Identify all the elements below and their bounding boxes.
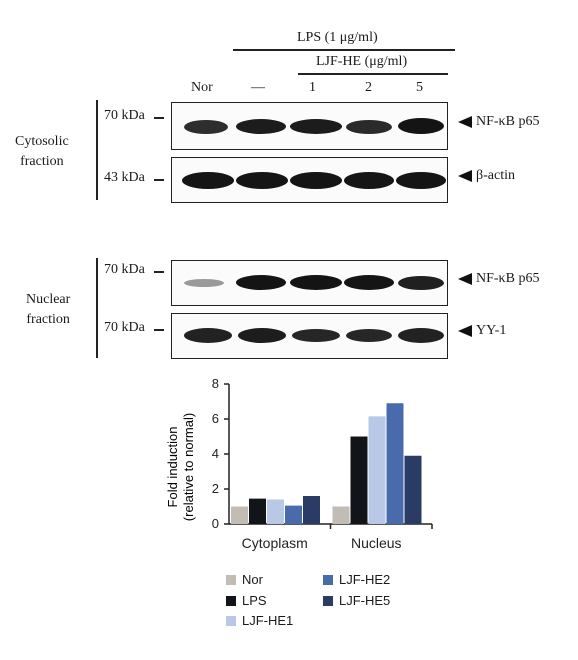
blot2-band [344, 172, 394, 189]
blot3-membrane [171, 260, 448, 306]
legend-swatch [323, 595, 333, 606]
blot1-band [184, 120, 228, 134]
cytosolic-bracket [96, 100, 98, 200]
blot4-arrow-icon [458, 325, 472, 337]
fold-induction-chart: 0 2 4 6 8 Cytoplasm Nucleus Fold induction (re… [165, 376, 433, 551]
y-tick-label: 6 [212, 411, 219, 426]
blot4-size-tick [154, 329, 164, 331]
blot4-band [184, 328, 232, 343]
blot1-size-label: 70 kDa [104, 108, 145, 123]
blot2-size-label: 43 kDa [104, 170, 145, 185]
bar-lps-nucleus [350, 436, 368, 524]
blot2-band [182, 172, 234, 189]
legend-item-nor: Nor [226, 572, 263, 587]
blot2-membrane [171, 157, 448, 203]
blot4-band [346, 329, 392, 342]
y-tick-label: 2 [212, 481, 219, 496]
legend-label: Nor [242, 572, 263, 587]
blot4-size-label: 70 kDa [104, 320, 145, 335]
blot1-target-label: NF-κB p65 [476, 114, 540, 129]
blot1-membrane [171, 102, 448, 150]
legend-swatch [323, 574, 333, 585]
ljf-underline [298, 73, 448, 75]
blot4-target-label: YY-1 [476, 323, 507, 338]
bar-nor-cytoplasm [231, 506, 248, 524]
y-axis-label-line2: (relative to normal) [181, 413, 196, 521]
legend-label: LJF-HE5 [339, 593, 391, 608]
bar-ljf-he2-nucleus [386, 403, 404, 524]
legend-label: LJF-HE1 [242, 613, 294, 628]
blot2-target-label: β-actin [476, 168, 515, 183]
legend-item-ljf-he2: LJF-HE2 [323, 572, 390, 587]
ljf-header: LJF-HE (μg/ml) [316, 54, 408, 69]
blot3-band [344, 275, 394, 290]
blot4-membrane [171, 313, 448, 359]
x-tick-label: Nucleus [351, 535, 402, 551]
blot3-arrow-icon [458, 273, 472, 285]
lane-label-ljf2: 2 [365, 80, 372, 95]
blot2-arrow-icon [458, 170, 472, 182]
blot2-band [396, 172, 446, 189]
cytosolic-fraction-label: Cytosolic fraction [15, 134, 69, 169]
legend-label: LPS [242, 593, 267, 608]
bar-ljf-he2-cytoplasm [285, 505, 302, 524]
bar-ljf-he1-cytoplasm [267, 499, 284, 524]
blot2-size-tick [154, 179, 164, 181]
blot3-size-tick [154, 271, 164, 273]
blot1-band [236, 119, 286, 134]
blot1-band [290, 119, 342, 134]
blot3-band [290, 275, 342, 290]
bar-nor-nucleus [332, 506, 350, 524]
legend-item-lps: LPS [226, 593, 267, 608]
blot2-band [290, 172, 342, 189]
blot3-target-label: NF-κB p65 [476, 271, 540, 286]
bar-ljf-he5-nucleus [404, 455, 422, 524]
blot3-band [398, 276, 444, 290]
lane-label-ljf1: 1 [309, 80, 316, 95]
bar-ljf-he1-nucleus [368, 416, 386, 524]
lane-label-ljf5: 5 [416, 80, 423, 95]
blot4-band [292, 329, 340, 342]
legend-swatch [226, 615, 236, 626]
bar-ljf-he5-cytoplasm [303, 496, 320, 524]
blot1-band [346, 120, 392, 134]
legend-item-ljf-he5: LJF-HE5 [323, 593, 390, 608]
y-tick-label: 4 [212, 446, 219, 461]
legend-swatch [226, 574, 236, 585]
lps-underline [233, 49, 455, 51]
blot4-band [238, 328, 286, 343]
nuclear-bracket [96, 258, 98, 358]
legend-swatch [226, 595, 236, 606]
lane-label-lps: — [251, 80, 265, 95]
x-tick-label: Cytoplasm [242, 535, 308, 551]
y-tick-label: 0 [212, 516, 219, 531]
y-axis-label-line1: Fold induction [165, 427, 180, 508]
legend-item-ljf-he1: LJF-HE1 [226, 613, 293, 628]
legend-label: LJF-HE2 [339, 572, 391, 587]
blot1-arrow-icon [458, 116, 472, 128]
blot1-band [398, 118, 444, 134]
y-tick-label: 8 [212, 376, 219, 391]
blot2-band [236, 172, 288, 189]
lps-header: LPS (1 μg/ml) [297, 30, 378, 45]
blot1-size-tick [154, 117, 164, 119]
blot3-band [236, 275, 286, 290]
blot3-band [184, 279, 224, 287]
nuclear-fraction-label: Nuclear fraction [26, 292, 71, 327]
lane-label-nor: Nor [191, 80, 213, 95]
bar-lps-cytoplasm [249, 498, 266, 524]
blot4-band [398, 328, 444, 343]
blot3-size-label: 70 kDa [104, 262, 145, 277]
